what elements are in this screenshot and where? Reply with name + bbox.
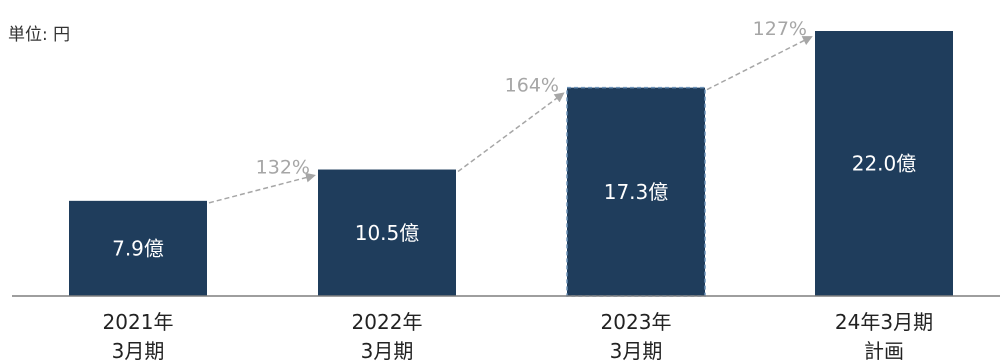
growth-arrow [706,36,813,91]
category-label: 3月期 [610,339,663,363]
category-label: 3月期 [112,339,165,363]
bar [815,31,953,296]
growth-rate-label: 164% [505,75,559,97]
growth-arrow [457,92,565,173]
category-label: 計画 [864,339,904,363]
bar-value-label: 7.9億 [112,236,164,260]
bar-value-label: 22.0億 [852,152,917,176]
category-label: 2021年 [103,310,174,334]
category-label: 2022年 [352,310,423,334]
growth-rate-label: 132% [256,157,310,179]
category-label: 2023年 [601,310,672,334]
unit-label: 単位: 円 [8,25,71,45]
category-label: 3月期 [361,339,414,363]
growth-rate-label: 127% [753,18,807,40]
category-label: 24年3月期 [835,310,933,334]
bar [69,200,207,296]
bar [318,169,456,296]
bar-value-label: 10.5億 [355,221,420,245]
bar-value-label: 17.3億 [604,180,669,204]
growth-arrow [208,172,316,204]
